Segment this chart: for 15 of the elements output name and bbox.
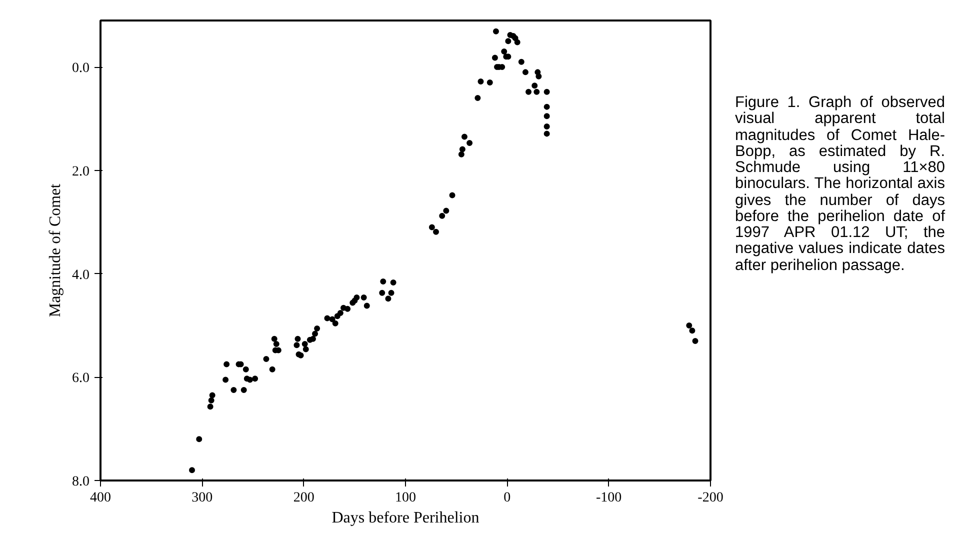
x-tick-label: 200	[293, 490, 314, 506]
x-tick-label: 100	[395, 490, 416, 506]
y-tick-label: 2.0	[72, 164, 90, 180]
x-tick-label: -100	[596, 490, 622, 506]
x-tick-label: 400	[90, 490, 111, 506]
x-tick-label: 0	[504, 490, 511, 506]
y-tick-label: 0.0	[72, 61, 90, 76]
y-tick-label: 8.0	[72, 474, 90, 490]
y-tick-label: 4.0	[72, 268, 90, 283]
y-axis-title: Magnitude of Comet	[47, 183, 64, 318]
x-tick-label: 300	[192, 490, 213, 506]
text: Figure 1. Graph of observed visual apparent total magnitudes of Comet Hale-Bopp, as estimated by R. Schmude using 11×80 binoculars. The horizontal axis gives the number of days before the perihelion date of 1997 APR 01.12 UT; the negative values indicate dates after perihelion passage.	[735, 94, 945, 274]
y-tick-label: 6.0	[72, 371, 90, 386]
x-tick-label: -200	[698, 490, 724, 506]
x-axis-title: Days before Perihelion	[332, 510, 480, 526]
